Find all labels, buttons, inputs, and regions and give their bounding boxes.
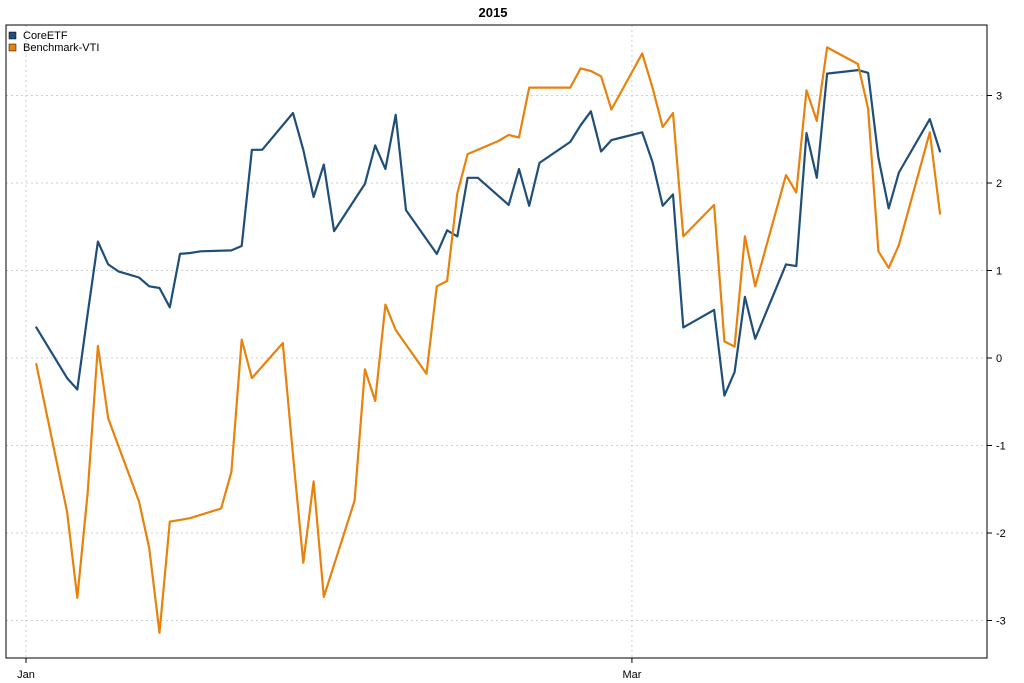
y-tick-label: -3 xyxy=(996,616,1006,628)
series-line-coreetf xyxy=(35,68,942,397)
legend-swatch-benchmark-vti xyxy=(8,43,17,52)
legend-label-benchmark-vti: Benchmark-VTI xyxy=(23,42,99,54)
y-tick-label: 0 xyxy=(996,353,1002,365)
series-lines xyxy=(35,46,942,634)
legend-label-coreetf: CoreETF xyxy=(23,30,68,42)
y-tick-label: -1 xyxy=(996,441,1006,453)
plot-frame xyxy=(5,24,988,659)
grid-lines xyxy=(6,25,987,658)
series-line-benchmark-vti xyxy=(35,46,942,634)
x-axis: Jan Mar xyxy=(17,658,642,681)
y-tick-label: 3 xyxy=(996,91,1002,103)
legend-swatch-coreetf xyxy=(8,31,17,40)
x-tick-label: Jan xyxy=(17,669,35,681)
x-tick-label: Mar xyxy=(622,669,641,681)
y-axis: -3 -2 -1 0 1 2 3 xyxy=(987,91,1006,628)
chart-title: 2015 xyxy=(479,5,508,20)
legend: CoreETF Benchmark-VTI xyxy=(8,30,99,54)
y-tick-label: 1 xyxy=(996,266,1002,278)
y-tick-label: -2 xyxy=(996,528,1006,540)
y-tick-label: 2 xyxy=(996,178,1002,190)
